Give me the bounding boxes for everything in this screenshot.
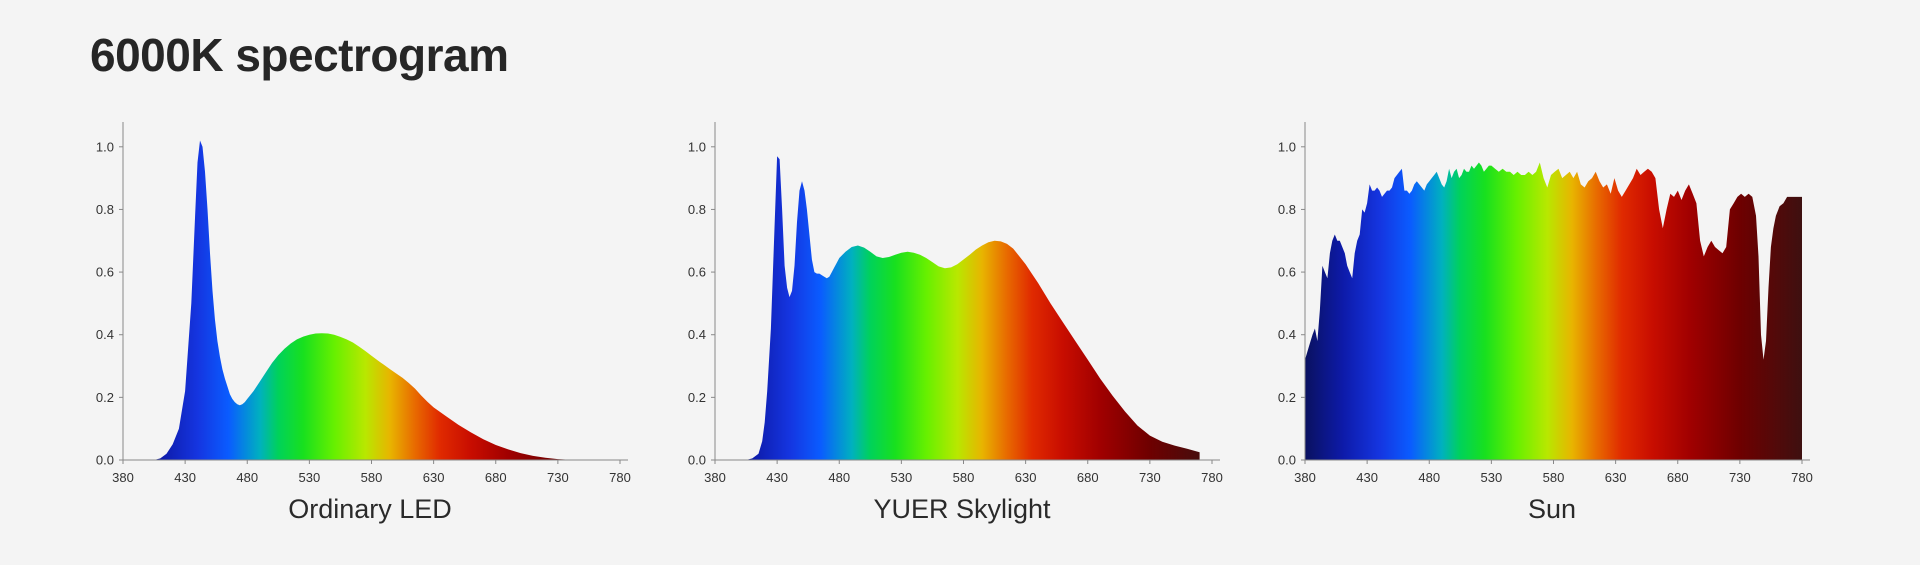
x-tick-label: 680 [485,470,507,485]
chart-sun: 0.0 0.2 0.4 0.6 0.8 1.0 380 430 480 530 580 630 680 7… [1272,120,1832,540]
y-tick-label: 0.6 [96,265,114,280]
y-tick-label: 0.6 [688,265,706,280]
chart-title: Ordinary LED [288,494,452,524]
spectrum-plot: 0.0 0.2 0.4 0.6 0.8 1.0 380 430 480 530 580 630 680 7… [96,122,631,485]
y-tick-label: 0.0 [1278,453,1296,468]
x-tick-label: 780 [1201,470,1223,485]
spectrum-plot: 0.0 0.2 0.4 0.6 0.8 1.0 380 430 480 530 580 630 680 7… [1278,122,1813,485]
y-tick-label: 0.0 [96,453,114,468]
y-tick-label: 0.2 [1278,390,1296,405]
x-tick-label: 430 [766,470,788,485]
x-tick-label: 580 [953,470,975,485]
x-tick-label: 430 [174,470,196,485]
x-tick-label: 730 [547,470,569,485]
y-tick-label: 0.2 [688,390,706,405]
x-tick-label: 730 [1139,470,1161,485]
x-tick-label: 580 [1543,470,1565,485]
y-tick-label: 1.0 [1278,139,1296,154]
x-tick-label: 680 [1077,470,1099,485]
page-title: 6000K spectrogram [90,29,509,81]
x-tick-label: 480 [828,470,850,485]
spectrum-area [1305,162,1802,460]
x-tick-label: 480 [1418,470,1440,485]
spectrum-area [123,140,583,460]
x-tick-label: 630 [1605,470,1627,485]
spectrum-area [715,156,1200,460]
y-tick-label: 0.4 [688,327,706,342]
x-tick-label: 580 [361,470,383,485]
x-tick-label: 680 [1667,470,1689,485]
y-tick-label: 0.8 [688,202,706,217]
x-tick-label: 630 [1015,470,1037,485]
spectrum-plot: 0.0 0.2 0.4 0.6 0.8 1.0 380 430 480 530 580 630 680 7… [688,122,1223,485]
chart-title: YUER Skylight [873,494,1051,524]
y-tick-label: 0.8 [96,202,114,217]
x-tick-label: 780 [609,470,631,485]
x-tick-label: 430 [1356,470,1378,485]
y-tick-label: 0.4 [1278,327,1296,342]
chart-title: Sun [1527,494,1577,524]
x-tick-label: 530 [299,470,321,485]
x-tick-label: 380 [704,470,726,485]
chart-yuer-skylight: 0.0 0.2 0.4 0.6 0.8 1.0 380 430 480 530 580 630 680 7… [682,120,1242,540]
x-tick-label: 530 [891,470,913,485]
x-tick-label: 730 [1729,470,1751,485]
y-tick-label: 1.0 [688,139,706,154]
x-tick-label: 380 [112,470,134,485]
y-tick-label: 0.6 [1278,265,1296,280]
x-tick-label: 480 [236,470,258,485]
y-tick-label: 0.0 [688,453,706,468]
y-tick-label: 0.8 [1278,202,1296,217]
x-tick-label: 530 [1481,470,1503,485]
y-tick-label: 0.4 [96,327,114,342]
y-tick-label: 1.0 [96,139,114,154]
x-tick-label: 380 [1294,470,1316,485]
x-tick-label: 630 [423,470,445,485]
y-tick-label: 0.2 [96,390,114,405]
x-tick-label: 780 [1791,470,1813,485]
chart-ordinary-led: 0.0 0.2 0.4 0.6 0.8 1.0 380 430 480 530 580 630 680 7… [90,120,650,540]
